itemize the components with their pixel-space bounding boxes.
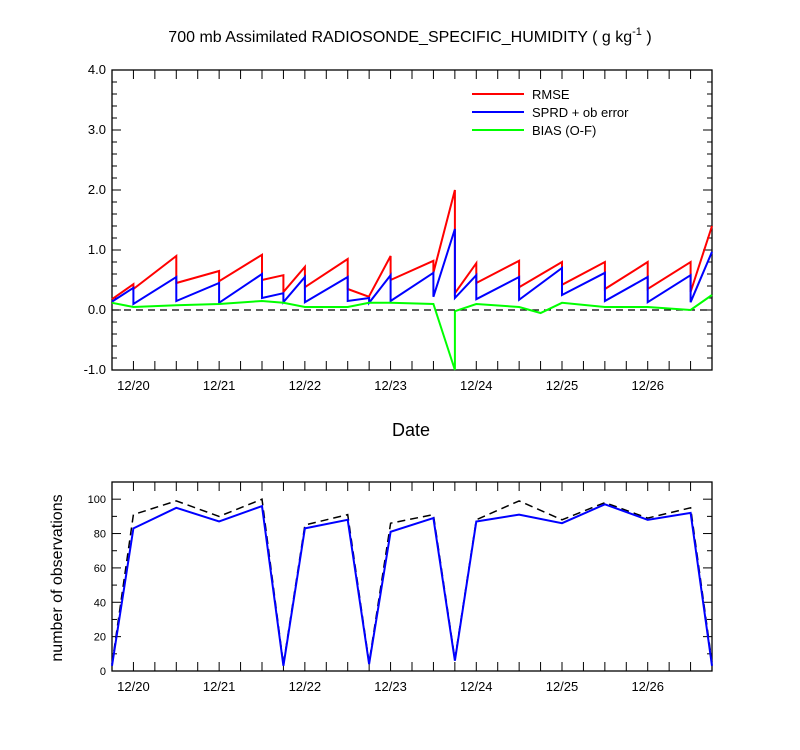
chart-title-suffix: ) bbox=[642, 29, 652, 46]
x-axis-label: Date bbox=[392, 420, 430, 440]
y-tick-label: 80 bbox=[94, 529, 106, 541]
bottom-chart: 0 20 40 60 80 100 12/20 12/21 12/22 12/23 12/24 12/… bbox=[49, 481, 713, 694]
y-tick-label: 0 bbox=[100, 666, 106, 678]
y-tick-label: 4.0 bbox=[88, 62, 106, 77]
x-tick-label: 12/22 bbox=[289, 679, 322, 694]
chart-title-main: 700 mb Assimilated RADIOSONDE_SPECIFIC_H… bbox=[168, 29, 632, 46]
y-tick-label: 3.0 bbox=[88, 122, 106, 137]
x-tick-label: 12/25 bbox=[546, 378, 579, 393]
x-tick-label: 12/20 bbox=[117, 378, 150, 393]
series-line bbox=[111, 189, 713, 301]
top-axes: -1.0 0.0 1.0 2.0 3.0 4.0 12/20 12/21 12/22 12/23 1… bbox=[84, 62, 713, 393]
x-tick-label: 12/24 bbox=[460, 679, 493, 694]
x-tick-label: 12/21 bbox=[203, 679, 236, 694]
y-tick-label: 1.0 bbox=[88, 242, 106, 257]
series-line bbox=[111, 228, 713, 306]
series-line bbox=[111, 294, 713, 371]
y-tick-label: 100 bbox=[88, 494, 106, 506]
x-tick-label: 12/23 bbox=[374, 378, 407, 393]
bottom-axes: 0 20 40 60 80 100 12/20 12/21 12/22 12/23 12/24 12/… bbox=[88, 481, 713, 694]
y-tick-label: 2.0 bbox=[88, 182, 106, 197]
x-tick-label: 12/20 bbox=[117, 679, 150, 694]
legend-label: RMSE bbox=[532, 87, 570, 102]
x-tick-label: 12/25 bbox=[546, 679, 579, 694]
y-tick-label: 0.0 bbox=[88, 302, 106, 317]
y-axis-label: number of observations bbox=[49, 494, 66, 661]
legend-label: SPRD + ob error bbox=[532, 105, 629, 120]
series-line bbox=[111, 498, 713, 665]
legend-label: BIAS (O-F) bbox=[532, 123, 596, 138]
chart-title-superscript: -1 bbox=[632, 26, 642, 38]
top-chart: 700 mb Assimilated RADIOSONDE_SPECIFIC_H… bbox=[84, 26, 713, 440]
x-tick-label: 12/26 bbox=[631, 378, 664, 393]
y-tick-label: -1.0 bbox=[84, 362, 106, 377]
y-tick-label: 40 bbox=[94, 597, 106, 609]
x-tick-label: 12/24 bbox=[460, 378, 493, 393]
chart-title: 700 mb Assimilated RADIOSONDE_SPECIFIC_H… bbox=[168, 26, 651, 46]
top-legend: RMSE SPRD + ob error BIAS (O-F) bbox=[472, 87, 629, 138]
y-tick-label: 60 bbox=[94, 563, 106, 575]
x-tick-label: 12/21 bbox=[203, 378, 236, 393]
top-series bbox=[111, 189, 713, 371]
y-tick-label: 20 bbox=[94, 632, 106, 644]
x-tick-label: 12/26 bbox=[631, 679, 664, 694]
bottom-series bbox=[111, 498, 713, 666]
x-tick-label: 12/22 bbox=[289, 378, 322, 393]
x-tick-label: 12/23 bbox=[374, 679, 407, 694]
series-line bbox=[111, 503, 713, 666]
